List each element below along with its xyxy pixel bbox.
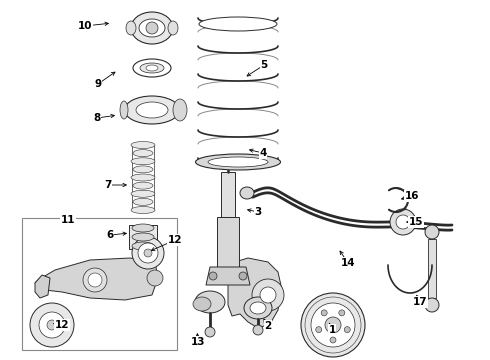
Bar — [221, 172, 235, 217]
Ellipse shape — [139, 19, 165, 37]
Text: 16: 16 — [405, 191, 419, 201]
Ellipse shape — [133, 198, 153, 205]
Text: 8: 8 — [94, 113, 100, 123]
Ellipse shape — [126, 21, 136, 35]
Text: 12: 12 — [168, 235, 182, 245]
Circle shape — [30, 303, 74, 347]
Text: 5: 5 — [260, 60, 268, 70]
Ellipse shape — [131, 158, 155, 165]
Text: 2: 2 — [265, 321, 271, 331]
Circle shape — [47, 320, 57, 330]
Ellipse shape — [240, 187, 254, 199]
Circle shape — [321, 310, 327, 316]
Bar — [428, 239, 436, 298]
Bar — [217, 217, 239, 267]
Polygon shape — [35, 275, 50, 298]
Ellipse shape — [173, 99, 187, 121]
Ellipse shape — [131, 207, 155, 213]
Ellipse shape — [136, 102, 168, 118]
Circle shape — [205, 327, 215, 337]
Text: 15: 15 — [409, 217, 423, 227]
Circle shape — [325, 317, 341, 333]
Circle shape — [132, 237, 164, 269]
Ellipse shape — [131, 141, 155, 148]
Bar — [129, 225, 157, 249]
Circle shape — [425, 225, 439, 239]
Ellipse shape — [131, 174, 155, 181]
Ellipse shape — [132, 224, 154, 232]
Polygon shape — [228, 258, 282, 328]
Text: 4: 4 — [259, 148, 267, 158]
Ellipse shape — [250, 302, 266, 314]
Ellipse shape — [132, 233, 154, 241]
Circle shape — [147, 270, 163, 286]
Circle shape — [88, 273, 102, 287]
Circle shape — [252, 279, 284, 311]
Ellipse shape — [146, 65, 158, 71]
Ellipse shape — [168, 21, 178, 35]
Circle shape — [144, 249, 152, 257]
Circle shape — [396, 215, 410, 229]
Ellipse shape — [195, 291, 225, 313]
Text: 17: 17 — [413, 297, 427, 307]
Text: 10: 10 — [78, 21, 92, 31]
Text: 12: 12 — [55, 320, 69, 330]
Ellipse shape — [244, 297, 272, 319]
Ellipse shape — [253, 325, 263, 335]
Text: 7: 7 — [104, 180, 112, 190]
Ellipse shape — [133, 182, 153, 189]
Ellipse shape — [132, 242, 154, 250]
Text: 9: 9 — [95, 79, 101, 89]
Circle shape — [425, 298, 439, 312]
Circle shape — [260, 287, 276, 303]
Circle shape — [339, 310, 345, 316]
Circle shape — [146, 22, 158, 34]
Circle shape — [344, 327, 350, 333]
Ellipse shape — [133, 166, 153, 173]
Ellipse shape — [196, 154, 280, 170]
Text: 1: 1 — [328, 325, 336, 335]
Circle shape — [209, 272, 217, 280]
Text: 6: 6 — [106, 230, 114, 240]
Ellipse shape — [133, 150, 153, 157]
Circle shape — [138, 243, 158, 263]
Ellipse shape — [131, 190, 155, 197]
Circle shape — [301, 293, 365, 357]
Circle shape — [83, 268, 107, 292]
Circle shape — [390, 209, 416, 235]
Ellipse shape — [131, 12, 173, 44]
Circle shape — [316, 327, 322, 333]
Ellipse shape — [124, 96, 179, 124]
Circle shape — [39, 312, 65, 338]
Ellipse shape — [140, 63, 164, 73]
Ellipse shape — [208, 157, 268, 167]
Circle shape — [311, 303, 355, 347]
Circle shape — [239, 272, 247, 280]
Ellipse shape — [199, 17, 277, 31]
Ellipse shape — [133, 59, 171, 77]
Text: 13: 13 — [191, 337, 205, 347]
Text: 3: 3 — [254, 207, 262, 217]
Text: 11: 11 — [61, 215, 75, 225]
Text: 14: 14 — [341, 258, 355, 268]
Circle shape — [330, 337, 336, 343]
Ellipse shape — [193, 297, 211, 311]
Ellipse shape — [120, 101, 128, 119]
Polygon shape — [206, 267, 250, 285]
Polygon shape — [35, 258, 158, 300]
Bar — [22, 218, 177, 350]
